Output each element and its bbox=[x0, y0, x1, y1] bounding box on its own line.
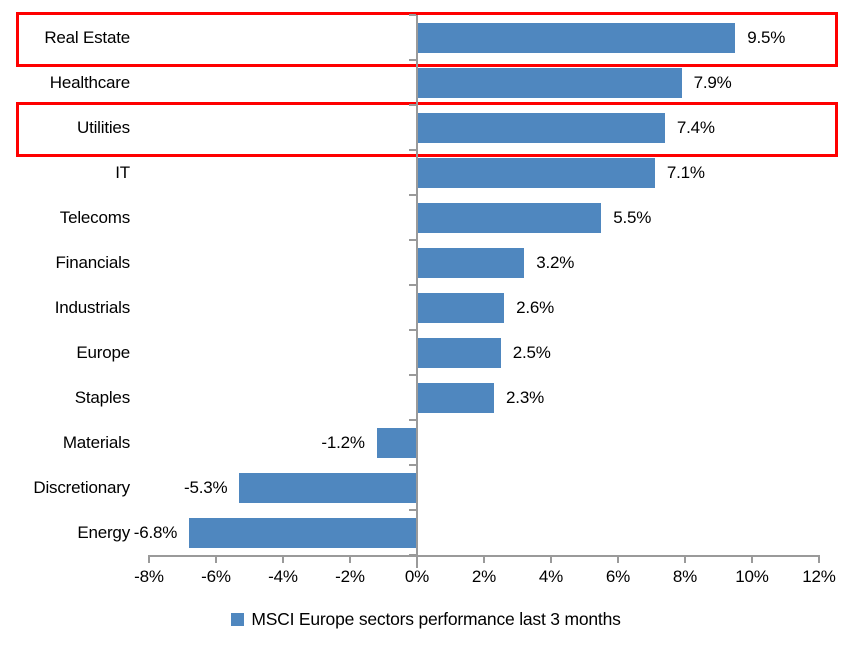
bar bbox=[418, 247, 525, 278]
bar bbox=[418, 292, 505, 323]
legend-swatch-icon bbox=[231, 613, 245, 626]
category-label: Energy bbox=[77, 522, 130, 542]
bar bbox=[189, 517, 416, 548]
value-label: 9.5% bbox=[747, 27, 786, 47]
category-tick bbox=[409, 509, 416, 511]
category-tick bbox=[409, 239, 416, 241]
chart-legend: MSCI Europe sectors performance last 3 m… bbox=[0, 609, 852, 630]
value-label: 2.3% bbox=[506, 387, 544, 407]
value-axis-tick bbox=[550, 555, 552, 563]
value-axis-tick-label: 12% bbox=[802, 567, 836, 586]
category-tick bbox=[409, 104, 416, 106]
category-tick bbox=[409, 374, 416, 376]
value-axis-tick bbox=[349, 555, 351, 563]
value-axis-tick-label: 6% bbox=[605, 567, 631, 586]
category-label: Industrials bbox=[54, 297, 130, 317]
bar bbox=[418, 337, 501, 368]
highlight-box bbox=[16, 12, 838, 67]
bar bbox=[418, 382, 495, 413]
category-tick bbox=[409, 59, 416, 61]
value-axis-tick bbox=[684, 555, 686, 563]
value-axis-tick-label: 0% bbox=[404, 567, 430, 586]
value-label: 7.9% bbox=[693, 72, 732, 92]
category-label: Staples bbox=[74, 387, 131, 407]
category-tick bbox=[409, 464, 416, 466]
value-label: 3.2% bbox=[536, 252, 575, 272]
category-tick bbox=[409, 419, 416, 421]
value-axis-tick-label: 8% bbox=[672, 567, 698, 586]
bar bbox=[418, 22, 736, 53]
value-axis-tick bbox=[416, 555, 418, 563]
value-axis-tick-label: 10% bbox=[735, 567, 769, 586]
value-axis-tick-label: 2% bbox=[471, 567, 497, 586]
value-axis-tick bbox=[751, 555, 753, 563]
category-label: Telecoms bbox=[59, 207, 130, 227]
value-axis-tick-label: -2% bbox=[335, 567, 365, 586]
category-label: Healthcare bbox=[49, 72, 130, 92]
bar bbox=[418, 202, 602, 233]
bar bbox=[418, 157, 655, 188]
category-label: Materials bbox=[62, 432, 130, 452]
category-tick bbox=[409, 149, 416, 151]
bar bbox=[418, 67, 682, 98]
value-axis-tick bbox=[483, 555, 485, 563]
value-axis-tick-label: -4% bbox=[268, 567, 298, 586]
value-label: -1.2% bbox=[321, 432, 365, 452]
value-label: 2.6% bbox=[516, 297, 555, 317]
category-label: Financials bbox=[55, 252, 130, 272]
bar bbox=[418, 112, 665, 143]
bar bbox=[239, 472, 416, 503]
value-label: 5.5% bbox=[613, 207, 652, 227]
category-axis-line bbox=[416, 15, 418, 568]
value-label: -6.8% bbox=[133, 522, 178, 542]
category-label: IT bbox=[115, 162, 130, 182]
value-axis-tick bbox=[148, 555, 150, 563]
category-label: Utilities bbox=[77, 117, 130, 137]
value-label: 7.4% bbox=[676, 117, 715, 137]
category-label: Europe bbox=[76, 342, 130, 362]
value-axis-tick bbox=[282, 555, 284, 563]
value-axis-tick-label: -6% bbox=[201, 567, 231, 586]
legend-label: MSCI Europe sectors performance last 3 m… bbox=[251, 609, 621, 629]
category-label: Real Estate bbox=[44, 27, 130, 47]
category-tick bbox=[409, 14, 416, 16]
value-label: 2.5% bbox=[512, 342, 551, 362]
category-tick bbox=[409, 329, 416, 331]
highlight-box bbox=[16, 102, 838, 157]
value-axis-tick-label: 4% bbox=[538, 567, 564, 586]
category-label: Discretionary bbox=[33, 477, 130, 497]
bar bbox=[376, 427, 416, 458]
value-axis-tick bbox=[215, 555, 217, 563]
value-axis-tick bbox=[818, 555, 820, 563]
value-label: 7.1% bbox=[666, 162, 705, 182]
category-tick bbox=[409, 284, 416, 286]
value-label: -5.3% bbox=[184, 477, 228, 497]
value-axis-tick-label: -8% bbox=[134, 567, 164, 586]
category-tick bbox=[409, 194, 416, 196]
value-axis-tick bbox=[617, 555, 619, 563]
